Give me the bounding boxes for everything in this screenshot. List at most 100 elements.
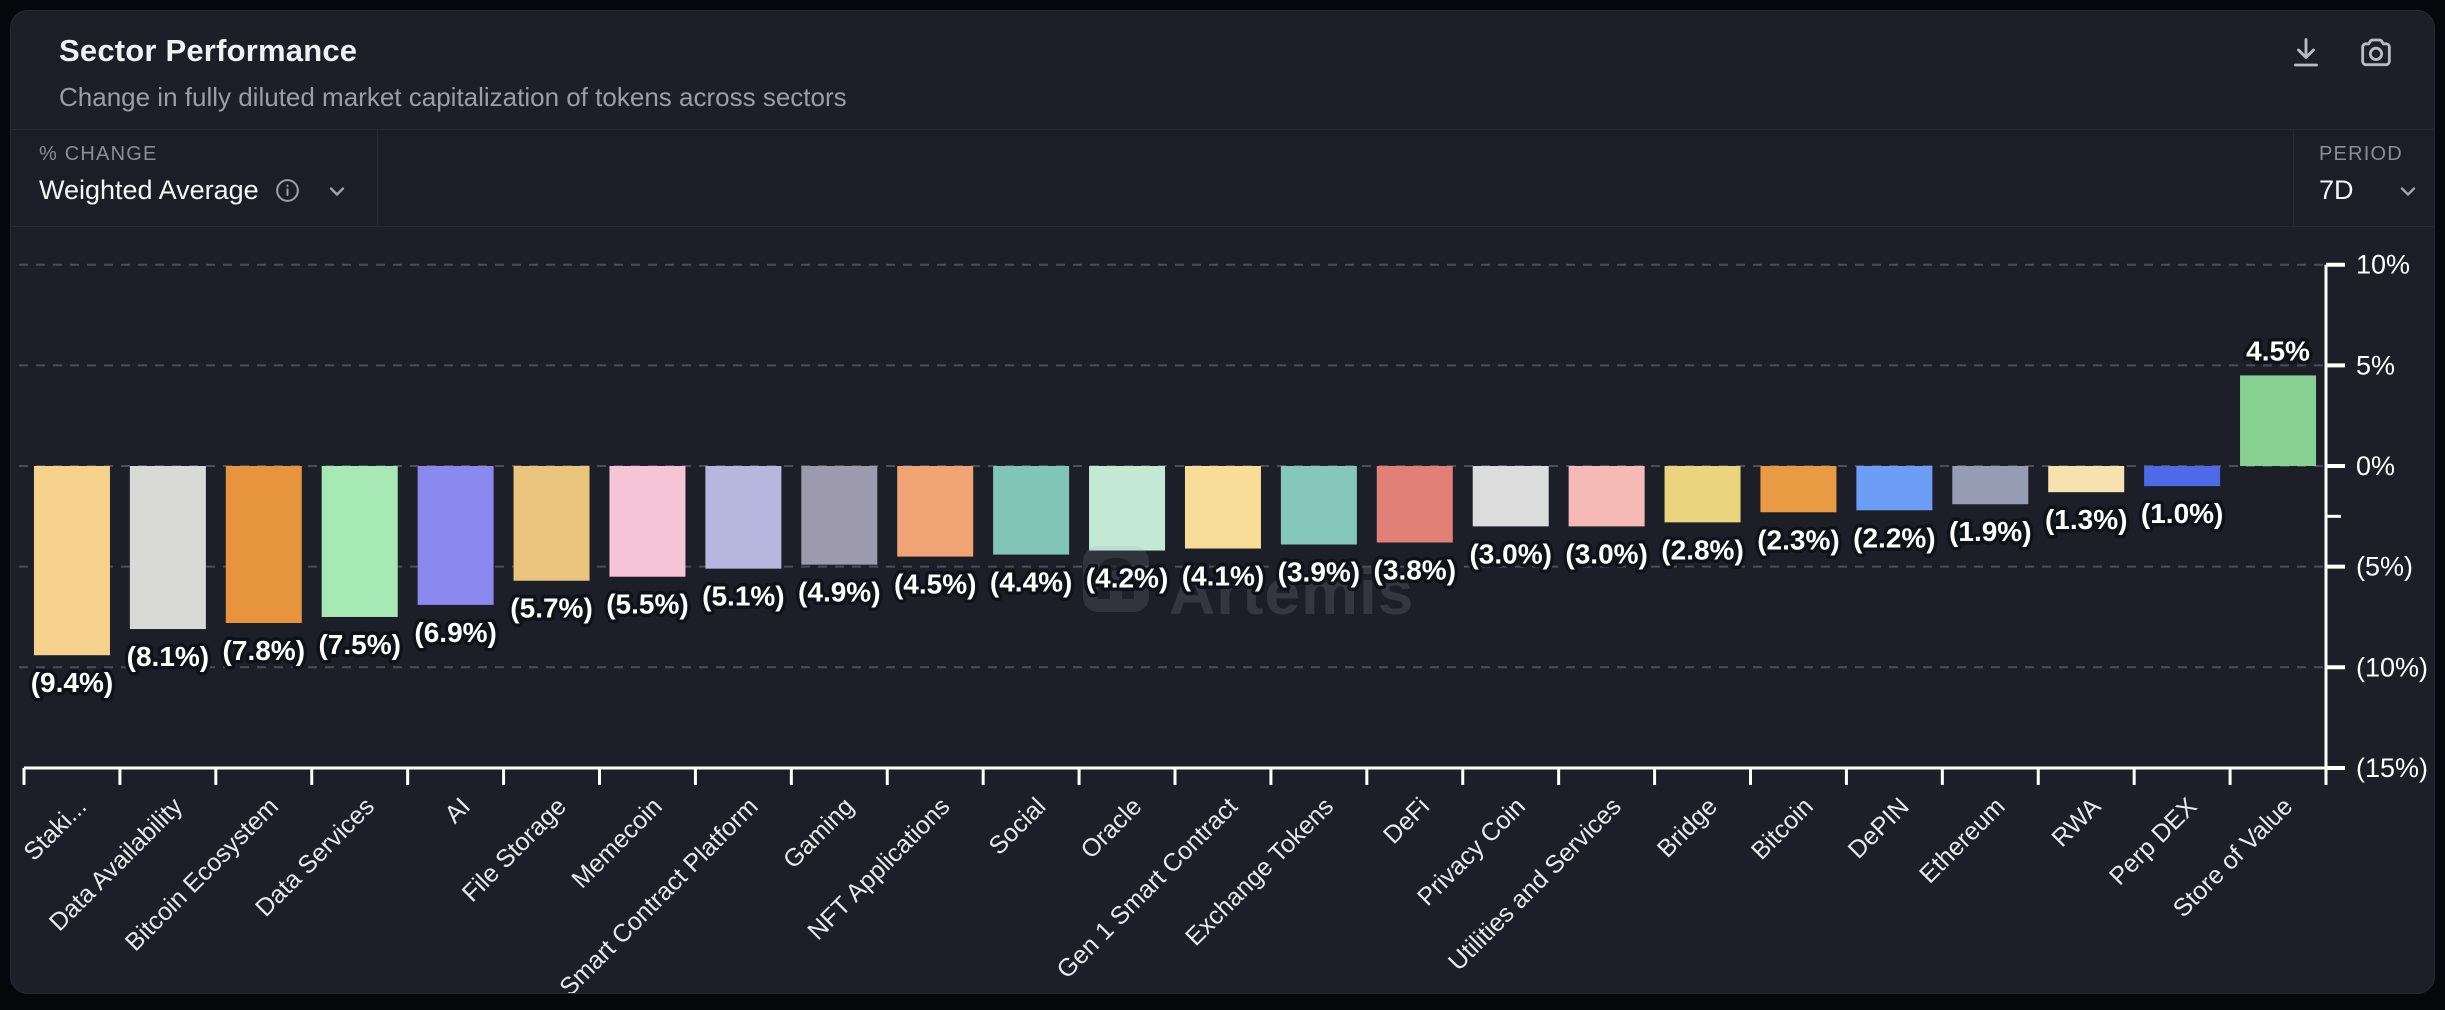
period-label: PERIOD [2319,143,2403,165]
watermark-text: Artemis [1169,556,1414,628]
bar-value-label: (5.5%) [606,589,688,620]
bar-value-label: 4.5% [2246,335,2310,366]
bar-value-label: (5.1%) [702,581,784,612]
screenshot-button[interactable] [2352,29,2400,77]
metric-value: Weighted Average [39,175,259,205]
y-axis-label: (10%) [2356,652,2428,682]
chart-bar-23[interactable] [2144,466,2221,487]
y-axis-label: 0% [2356,451,2395,481]
bar-value-label: (3.0%) [1469,538,1551,569]
bar-value-label: (3.8%) [1374,554,1456,585]
x-axis-label: Oracle [1075,792,1147,864]
bar-value-label: (2.8%) [1661,534,1743,565]
x-axis-label: Data Services [250,792,380,922]
chart-bar-24[interactable] [2240,375,2317,466]
bar-value-label: (4.4%) [990,567,1072,598]
y-axis-label: (15%) [2356,753,2428,783]
bar-value-label: (7.5%) [318,629,400,660]
chart-bar-16[interactable] [1472,466,1549,527]
download-button[interactable] [2282,29,2330,77]
x-axis-label: Gaming [778,792,860,874]
x-axis-label: Bitcoin [1746,792,1819,865]
x-axis-label: Memecoin [566,792,667,893]
x-axis-label: RWA [2046,792,2106,852]
info-icon[interactable] [274,177,301,204]
chart-bar-8[interactable] [705,466,782,569]
bar-value-label: (1.9%) [1949,516,2031,547]
x-axis-label: DeFi [1378,792,1435,849]
metric-label: % CHANGE [39,143,158,165]
chart-bar-22[interactable] [2048,466,2125,493]
chevron-down-icon [329,186,344,196]
chart-bar-18[interactable] [1664,466,1741,523]
chart-bar-15[interactable] [1376,466,1453,543]
x-axis-label: Staki... [18,792,92,866]
page-subtitle: Change in fully diluted market capitaliz… [59,82,847,112]
x-axis-label: Social [983,792,1051,860]
chart-bar-9[interactable] [801,466,878,565]
chart-bar-10[interactable] [897,466,974,557]
period-control: PERIOD 7D [2319,143,2420,206]
x-axis-label: Exchange Tokens [1180,792,1339,951]
chart-bar-7[interactable] [609,466,686,577]
chart-bar-13[interactable] [1184,466,1261,549]
artemis-logo-icon [1083,546,1149,612]
bar-value-label: (9.4%) [31,667,113,698]
bar-value-label: (4.9%) [798,577,880,608]
x-axis-label: Smart Contract Platform [554,792,763,993]
chart-bar-12[interactable] [1089,466,1166,551]
period-select[interactable]: 7D [2319,175,2420,206]
y-axis-label: (5%) [2356,552,2413,582]
period-value: 7D [2319,175,2354,205]
x-axis-label: DePIN [1843,792,1915,864]
divider [377,130,378,226]
x-axis-label: Bitcoin Ecosystem [120,792,284,956]
bar-value-label: (4.1%) [1182,561,1264,592]
artemis-logo-glyph [1098,558,1134,599]
camera-icon [2361,38,2391,67]
bar-value-label: (3.9%) [1278,557,1360,588]
chart-bar-17[interactable] [1568,466,1645,527]
x-axis-label: Store of Value [2168,792,2299,923]
y-axis-label: 5% [2356,350,2395,380]
bar-value-label: (2.2%) [1853,522,1935,553]
chart-bar-21[interactable] [1952,466,2029,505]
x-axis-label: NFT Applications [802,792,955,945]
x-axis-label: Perp DEX [2104,792,2203,891]
chart-bar-2[interactable] [129,466,206,630]
metric-control: % CHANGE Weighted Average [39,143,349,206]
chart-bar-11[interactable] [993,466,1070,555]
bar-value-label: (1.0%) [2141,498,2223,529]
chart-bar-3[interactable] [225,466,302,624]
chart-bar-5[interactable] [417,466,494,605]
chart-bar-20[interactable] [1856,466,1933,511]
download-icon [2294,38,2318,67]
chart-bar-4[interactable] [321,466,398,617]
bar-value-label: (4.2%) [1086,563,1168,594]
sector-performance-card: Sector Performance Change in fully dilut… [10,10,2435,994]
divider [2293,130,2294,226]
bar-value-label: (7.8%) [223,635,305,666]
chart-bar-19[interactable] [1760,466,1837,513]
x-axis-label: Utilities and Services [1443,792,1627,976]
y-axis-label: 10% [2356,250,2410,280]
bar-value-label: (2.3%) [1757,524,1839,555]
header-actions [2282,29,2400,77]
x-axis-label: Ethereum [1914,792,2010,888]
x-axis-label: AI [439,792,476,829]
chart-bar-14[interactable] [1280,466,1357,545]
chart-bar-6[interactable] [513,466,590,581]
bar-value-label: (4.5%) [894,569,976,600]
page-title: Sector Performance [59,33,358,68]
x-axis-label: Privacy Coin [1412,792,1531,911]
bar-value-label: (6.9%) [414,617,496,648]
metric-select[interactable]: Weighted Average [39,175,349,206]
bar-value-label: (1.3%) [2045,504,2127,535]
x-axis-label: Gen 1 Smart Contract [1051,792,1243,984]
bar-value-label: (5.7%) [510,593,592,624]
bar-value-label: (8.1%) [127,641,209,672]
chart-bar-1[interactable] [33,466,110,656]
bar-value-label: (3.0%) [1565,538,1647,569]
x-axis-label: File Storage [457,792,572,907]
card-header: Sector Performance Change in fully dilut… [59,33,847,113]
